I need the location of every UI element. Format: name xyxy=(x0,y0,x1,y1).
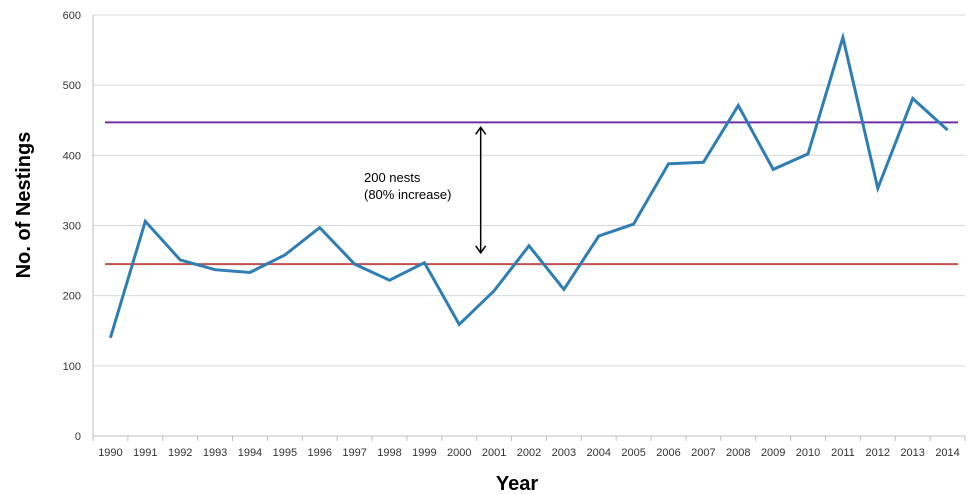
x-tick-label: 2001 xyxy=(482,447,506,459)
annotation-line-1: 200 nests xyxy=(364,170,421,185)
x-tick-label: 2003 xyxy=(552,447,576,459)
x-tick-label: 2014 xyxy=(935,447,959,459)
x-tick-label: 1993 xyxy=(203,447,227,459)
x-tick-label: 1997 xyxy=(342,447,366,459)
axes xyxy=(92,15,966,441)
x-axis-title: Year xyxy=(496,473,538,495)
y-tick-label: 200 xyxy=(63,291,81,303)
x-tick-label: 1999 xyxy=(412,447,436,459)
y-axis-title: No. of Nestings xyxy=(13,132,35,279)
x-tick-label: 1995 xyxy=(273,447,297,459)
x-tick-label: 2012 xyxy=(866,447,890,459)
x-tick-label: 2010 xyxy=(796,447,820,459)
series xyxy=(108,31,949,339)
x-tick-label: 2013 xyxy=(900,447,924,459)
x-tick-label: 2005 xyxy=(621,447,645,459)
x-tick-label: 1998 xyxy=(377,447,401,459)
x-tick-label: 2009 xyxy=(761,447,785,459)
y-tick-label: 0 xyxy=(75,431,81,443)
x-tick-label: 2011 xyxy=(831,447,855,459)
x-tick-label: 2008 xyxy=(726,447,750,459)
y-tick-label: 500 xyxy=(63,80,81,92)
gridlines xyxy=(93,14,965,367)
annotation: 200 nests (80% increase) xyxy=(364,125,487,255)
y-tick-label: 400 xyxy=(63,150,81,162)
x-tick-label: 2006 xyxy=(656,447,680,459)
x-tick-label: 1991 xyxy=(133,447,157,459)
annotation-arrow-head-down xyxy=(475,245,487,255)
x-tick-label: 2007 xyxy=(691,447,715,459)
y-tick-label: 100 xyxy=(63,361,81,373)
y-tick-label: 300 xyxy=(63,221,81,233)
y-tick-label: 600 xyxy=(63,10,81,22)
x-tick-label: 1996 xyxy=(307,447,331,459)
x-tick-label: 1992 xyxy=(168,447,192,459)
annotation-arrow-head-up xyxy=(475,125,487,135)
annotation-line-2: (80% increase) xyxy=(364,187,451,202)
x-tick-labels: 1990 1991 1992 1993 1994 1995 1996 1997 1998 1999… xyxy=(98,447,960,459)
reference-lines xyxy=(105,121,958,266)
x-tick-label: 2000 xyxy=(447,447,471,459)
y-tick-labels: 0 100 200 300 400 500 600 xyxy=(63,10,81,443)
x-tick-label: 2002 xyxy=(517,447,541,459)
series-line xyxy=(108,31,949,339)
x-tick-label: 1994 xyxy=(238,447,262,459)
x-tick-label: 2004 xyxy=(587,447,611,459)
x-tick-label: 1990 xyxy=(98,447,122,459)
